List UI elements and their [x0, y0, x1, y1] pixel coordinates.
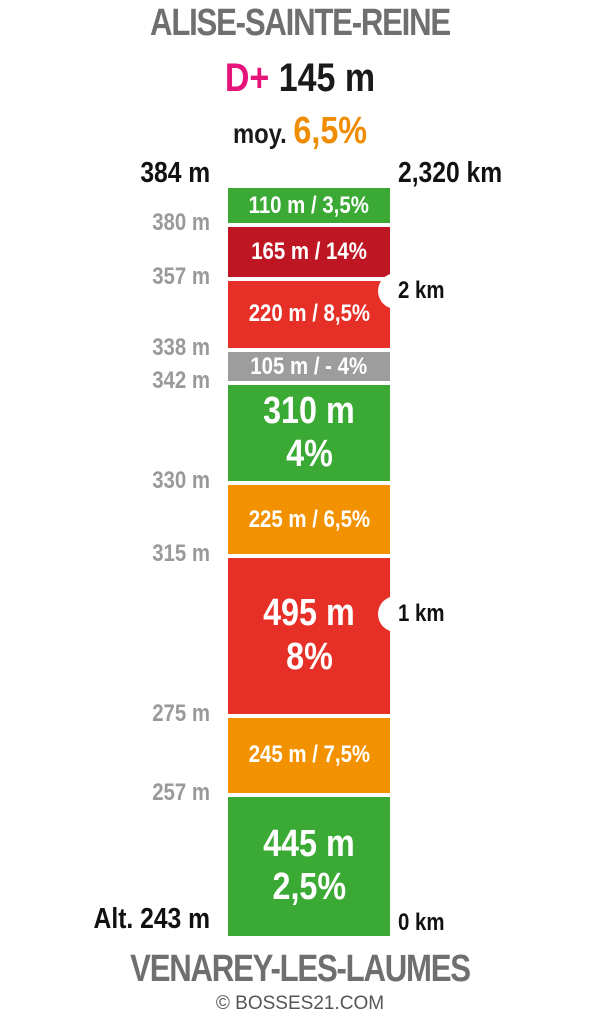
segment-5: 310 m 4% — [228, 385, 390, 482]
segment-2-label: 245 m / 7,5% — [248, 741, 370, 769]
base-altitude-label: Alt. 243 m — [93, 903, 210, 935]
total-distance-label: 2,320 km — [398, 157, 503, 189]
segment-5-label: 310 m — [263, 389, 355, 432]
segment-3: 495 m 8% — [228, 557, 390, 714]
segment-4-label: 225 m / 6,5% — [248, 505, 370, 533]
km-marker-notch — [378, 273, 402, 310]
altitude-tick: 257 m — [152, 778, 210, 806]
average-gradient: moy. 6,5% — [45, 110, 555, 153]
segment-3-label: 495 m — [263, 592, 355, 635]
average-gradient-value: 6,5% — [293, 110, 368, 152]
segment-1-gradient: 2,5% — [272, 866, 346, 909]
climb-start-title: ALISE-SAINTE-REINE — [150, 2, 451, 44]
segment-9-label: 110 m / 3,5% — [248, 191, 370, 219]
segment-9: 110 m / 3,5% — [228, 188, 390, 224]
segment-7-label: 220 m / 8,5% — [248, 300, 370, 328]
elevation-gain: D+ 145 m — [45, 56, 555, 101]
segment-6: 105 m / - 4% — [228, 351, 390, 382]
segment-7: 220 m / 8,5% — [228, 280, 390, 348]
segment-5-gradient: 4% — [285, 433, 333, 476]
segment-6-label: 105 m / - 4% — [250, 352, 368, 380]
altitude-tick: 357 m — [152, 262, 210, 290]
segment-4: 225 m / 6,5% — [228, 485, 390, 554]
km-marker-notch — [378, 595, 402, 632]
altitude-tick: 338 m — [152, 333, 210, 361]
km-marker-label: 1 km — [398, 599, 445, 627]
segment-3-gradient: 8% — [285, 635, 333, 678]
elevation-gain-value: 145 m — [278, 56, 376, 100]
altitude-tick: 380 m — [152, 209, 210, 237]
km-notch-shape — [378, 595, 402, 632]
climb-profile-bar: 445 m 2,5% 245 m / 7,5% 495 m 8% 225 m / 6,5%… — [228, 188, 390, 936]
segment-2: 245 m / 7,5% — [228, 717, 390, 793]
km-marker-label: 2 km — [398, 277, 445, 305]
segment-8: 165 m / 14% — [228, 227, 390, 277]
elevation-gain-prefix: D+ — [224, 56, 270, 100]
altitude-tick: 330 m — [152, 467, 210, 495]
segment-1-label: 445 m — [263, 822, 355, 865]
average-gradient-prefix: moy. — [232, 118, 287, 149]
altitude-tick: 275 m — [152, 699, 210, 727]
climb-end-title: VENAREY-LES-LAUMES — [130, 948, 471, 990]
segment-1: 445 m 2,5% — [228, 796, 390, 936]
segment-8-label: 165 m / 14% — [251, 238, 367, 266]
km-notch-shape — [378, 273, 402, 310]
credit-text: © BOSSES21.COM — [215, 993, 385, 1014]
altitude-tick: 315 m — [152, 539, 210, 567]
base-km-label: 0 km — [398, 909, 445, 936]
summit-altitude-label: 384 m — [140, 157, 210, 189]
altitude-tick: 342 m — [152, 367, 210, 395]
